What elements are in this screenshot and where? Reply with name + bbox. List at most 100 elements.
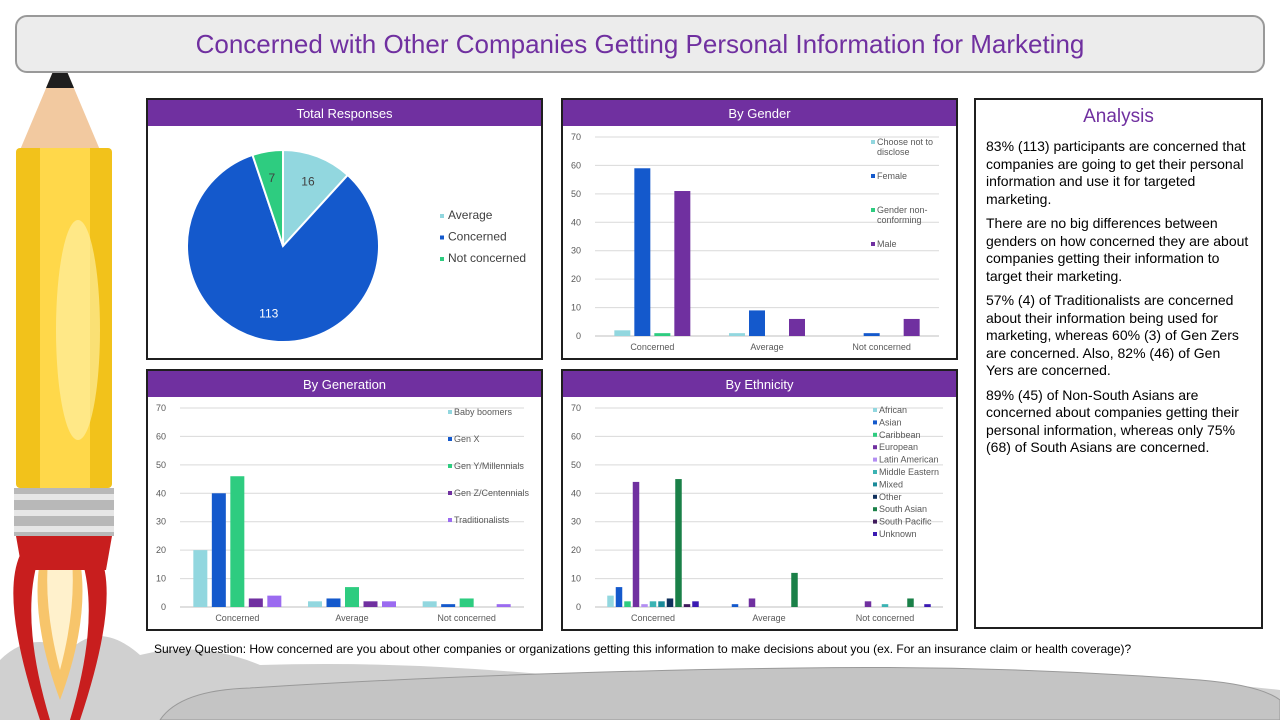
legend-marker xyxy=(448,410,452,414)
legend-label: Average xyxy=(448,208,493,222)
analysis-paragraph: 57% (4) of Traditionalists are concerned… xyxy=(986,292,1239,378)
y-tick-label: 30 xyxy=(571,517,581,527)
legend-label: Gender non-conforming xyxy=(877,205,928,225)
bar xyxy=(230,476,245,607)
total-responses-pie-chart: 16 113 7 Average Concerned Not concerned xyxy=(186,148,526,343)
chart-title: Total Responses xyxy=(148,100,541,126)
title-bar: Concerned with Other Companies Getting P… xyxy=(15,15,1265,73)
analysis-paragraph: 83% (113) participants are concerned tha… xyxy=(986,138,1246,207)
legend-marker xyxy=(873,420,877,425)
legend-label: Gen Y/Millennials xyxy=(454,461,524,471)
legend-marker xyxy=(873,519,877,524)
bar xyxy=(496,604,511,607)
bar xyxy=(632,481,640,607)
legend-marker xyxy=(448,464,452,468)
x-tick-label: Concerned xyxy=(630,342,674,352)
y-tick-label: 30 xyxy=(571,246,581,256)
pie-slice-average xyxy=(282,148,350,249)
survey-question: Survey Question: How concerned are you a… xyxy=(154,642,1132,656)
legend-label: Male xyxy=(877,239,897,249)
legend-marker xyxy=(873,507,877,512)
bar xyxy=(363,601,378,607)
bar xyxy=(193,550,208,607)
pie-data-label: 16 xyxy=(301,175,315,189)
legend-label: South Asian xyxy=(879,504,927,514)
analysis-paragraph: There are no big differences between gen… xyxy=(986,215,1249,284)
bar xyxy=(441,604,456,607)
x-tick-label: Average xyxy=(335,613,368,623)
bar xyxy=(903,318,920,336)
y-tick-label: 0 xyxy=(161,602,166,612)
bar xyxy=(863,333,880,336)
bar xyxy=(791,572,798,607)
y-tick-label: 0 xyxy=(576,602,581,612)
legend-label: Gen Z/Centennials xyxy=(454,488,530,498)
bar xyxy=(624,601,631,607)
y-tick-label: 40 xyxy=(571,217,581,227)
y-tick-label: 20 xyxy=(571,274,581,284)
legend-label: Other xyxy=(879,492,902,502)
bar xyxy=(907,598,914,607)
legend-label: Baby boomers xyxy=(454,407,513,417)
x-tick-label: Not concerned xyxy=(856,613,915,623)
legend-marker xyxy=(871,242,875,246)
x-tick-label: Not concerned xyxy=(852,342,911,352)
bar xyxy=(615,587,623,607)
bar xyxy=(607,595,614,607)
analysis-heading: Analysis xyxy=(1083,106,1154,127)
legend-label: Latin American xyxy=(879,455,939,465)
bar xyxy=(654,333,671,336)
bar xyxy=(248,598,263,607)
legend-marker xyxy=(873,432,877,437)
bar xyxy=(864,601,872,607)
legend-label: Not concerned xyxy=(448,251,526,265)
legend-marker xyxy=(448,518,452,522)
legend-label: European xyxy=(879,442,918,452)
by-generation-bar-chart: 0 10 20 30 40 50 60 70 Concerned Average Not conce… xyxy=(156,403,530,623)
x-tick-label: Concerned xyxy=(215,613,259,623)
y-tick-label: 70 xyxy=(571,403,581,413)
pencil-icon xyxy=(14,55,114,570)
legend-marker xyxy=(873,532,877,536)
total-responses-panel: Total Responses 16 113 7 Average Concerned No… xyxy=(146,98,543,360)
bar xyxy=(459,598,474,607)
legend-marker xyxy=(448,437,452,441)
legend-marker xyxy=(873,445,877,450)
by-ethnicity-bar-chart: 0 10 20 30 40 50 60 70 Concerned Average Not conce… xyxy=(571,403,943,623)
bar xyxy=(881,604,889,607)
y-tick-label: 60 xyxy=(571,431,581,441)
legend-marker xyxy=(440,257,444,261)
y-tick-label: 70 xyxy=(571,132,581,142)
y-tick-label: 60 xyxy=(571,160,581,170)
bar xyxy=(422,601,437,607)
bar xyxy=(789,318,805,336)
bar xyxy=(683,604,691,607)
legend-label: African xyxy=(879,405,907,415)
bar xyxy=(634,168,651,336)
y-tick-label: 10 xyxy=(571,303,581,313)
legend-marker xyxy=(871,140,875,144)
bar xyxy=(211,493,226,607)
bar xyxy=(674,191,691,336)
y-tick-label: 30 xyxy=(156,517,166,527)
analysis-panel: Analysis 83% (113) participants are conc… xyxy=(974,98,1263,629)
bar xyxy=(748,598,756,607)
y-tick-label: 10 xyxy=(571,574,581,584)
by-gender-bar-chart: 0 10 20 30 40 50 60 70 Concerned Average Not conce… xyxy=(571,132,939,352)
bar xyxy=(649,601,657,607)
cloud-decoration xyxy=(0,636,1280,720)
legend-marker xyxy=(871,174,875,178)
y-tick-label: 50 xyxy=(156,460,166,470)
bar xyxy=(308,601,322,607)
bar xyxy=(731,604,739,607)
legend-marker xyxy=(873,494,877,499)
legend-marker xyxy=(873,457,877,462)
bar xyxy=(641,604,648,607)
x-tick-label: Average xyxy=(750,342,783,352)
y-tick-label: 20 xyxy=(156,545,166,555)
bar xyxy=(666,598,674,607)
legend-label: Gen X xyxy=(454,434,480,444)
legend-marker xyxy=(873,482,877,487)
bar xyxy=(675,479,682,607)
